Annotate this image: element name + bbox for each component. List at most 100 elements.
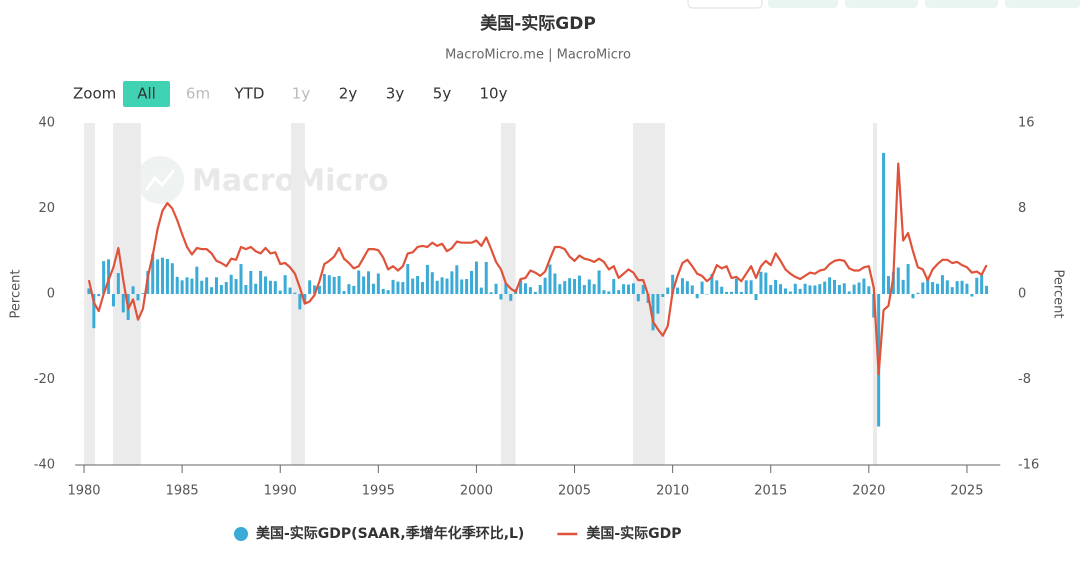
bar	[975, 277, 979, 294]
bar	[116, 273, 120, 294]
legend-marker[interactable]	[234, 527, 248, 541]
bar	[254, 283, 258, 294]
bar	[916, 292, 920, 294]
bar	[460, 279, 464, 294]
zoom-button[interactable]: 3y	[386, 85, 405, 103]
bar	[538, 285, 542, 294]
bar	[121, 294, 125, 313]
bar	[528, 287, 532, 294]
bar	[401, 282, 405, 294]
bar	[568, 278, 572, 294]
bar	[980, 275, 984, 294]
legend: 美国-实际GDP(SAAR,季增年化季环比,L) 美国-实际GDP	[234, 525, 682, 542]
bar	[906, 264, 910, 294]
bar	[764, 272, 768, 294]
bar	[210, 287, 214, 294]
bar	[445, 278, 449, 294]
zoom-button[interactable]: 5y	[433, 85, 452, 103]
bar	[440, 277, 444, 294]
bar	[553, 273, 557, 294]
y-tick-label: -20	[34, 372, 55, 387]
bar	[862, 278, 866, 294]
y2-tick-label: -8	[1018, 372, 1031, 387]
bar	[268, 280, 272, 294]
bar	[249, 270, 253, 294]
shaded-range	[500, 123, 516, 465]
top-button[interactable]	[845, 0, 918, 8]
bar	[347, 284, 351, 294]
bar	[396, 281, 400, 294]
bar	[273, 281, 277, 294]
y2-tick-label: 16	[1018, 116, 1035, 131]
chart-subtitle: MacroMicro.me | MacroMicro	[445, 48, 631, 63]
top-button[interactable]	[768, 0, 838, 8]
chart-title: 美国-实际GDP	[480, 13, 596, 34]
bar	[107, 259, 111, 294]
x-tick-label: 1995	[362, 484, 395, 499]
bar	[573, 279, 577, 294]
bar	[730, 291, 734, 294]
bar	[200, 280, 204, 294]
zoom-buttons: All 6m YTD 1y 2y 3y 5y 10y	[123, 81, 508, 107]
bar	[563, 281, 567, 294]
plot: 1980 1985 1990 1995 2000 2005 2010 2015 2020 2025…	[34, 116, 1039, 499]
bar	[244, 285, 248, 294]
bar	[509, 294, 513, 301]
zoom-button[interactable]: 10y	[480, 85, 508, 103]
legend-label[interactable]: 美国-实际GDP	[586, 525, 681, 542]
bar	[926, 279, 930, 294]
bar	[87, 288, 91, 294]
bar	[425, 264, 429, 294]
top-button[interactable]	[687, 0, 763, 9]
bar	[342, 291, 346, 294]
bar	[362, 276, 366, 294]
bar	[131, 286, 135, 294]
top-button[interactable]	[1005, 0, 1080, 8]
bar	[793, 283, 797, 294]
bar	[430, 272, 434, 294]
bar	[592, 284, 596, 294]
bar	[739, 291, 743, 294]
zoom-button[interactable]: YTD	[234, 85, 265, 103]
x-tick-label: 2015	[754, 484, 787, 499]
bar	[298, 294, 302, 310]
bar	[798, 288, 802, 294]
bar	[931, 282, 935, 294]
bar	[224, 282, 228, 294]
y2-tick-label: -16	[1018, 458, 1039, 473]
bar	[293, 292, 297, 294]
bar	[548, 264, 552, 294]
bar	[332, 276, 336, 294]
watermark-icon-line	[144, 169, 176, 191]
bar	[165, 258, 169, 294]
bar	[190, 278, 194, 294]
zoom-button[interactable]: 2y	[339, 85, 358, 103]
bar	[381, 288, 385, 294]
bar	[597, 270, 601, 294]
bar	[308, 280, 312, 294]
x-tick-label: 2025	[950, 484, 983, 499]
x-tick-label: 2005	[558, 484, 591, 499]
bar	[283, 275, 287, 294]
bar	[420, 282, 424, 294]
legend-label[interactable]: 美国-实际GDP(SAAR,季增年化季环比,L)	[256, 525, 524, 542]
bar	[205, 277, 209, 294]
bar	[950, 287, 954, 294]
bar	[92, 294, 96, 329]
x-tick-label: 2020	[852, 484, 885, 499]
bar	[671, 274, 675, 294]
bar	[685, 281, 689, 294]
bar	[479, 287, 483, 294]
zoom-button[interactable]: All	[137, 85, 156, 103]
bar	[494, 283, 498, 294]
bar	[656, 294, 660, 314]
bar	[97, 294, 101, 297]
bar	[886, 276, 890, 294]
y-tick-label: 20	[38, 201, 55, 216]
bar	[636, 294, 640, 302]
bar	[921, 282, 925, 294]
top-button[interactable]	[925, 0, 998, 8]
bar	[626, 284, 630, 294]
zoom-button-bg[interactable]	[123, 81, 170, 107]
x-tick-label: 1985	[166, 484, 199, 499]
